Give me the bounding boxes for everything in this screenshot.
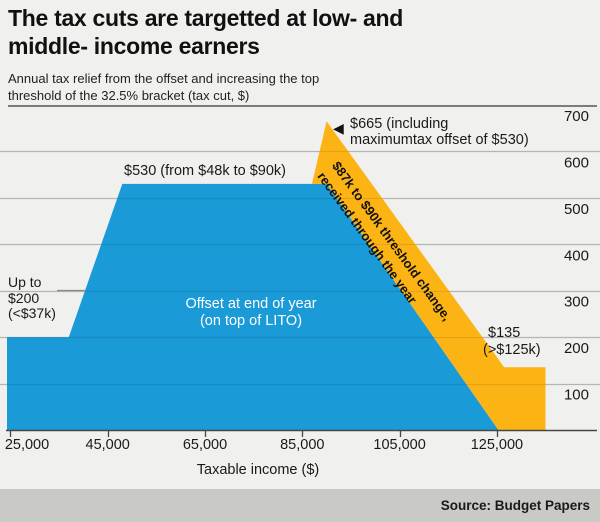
area-offset: [7, 183, 499, 430]
y-tick-label: 300: [564, 294, 589, 311]
x-tick-label: 65,000: [183, 437, 227, 453]
annotation-135-tail: $135 (>$125k): [483, 325, 541, 358]
y-tick-label: 600: [564, 154, 589, 171]
page-title-line1: The tax cuts are targetted at low- and: [8, 5, 404, 31]
chart-subtitle-line1: Annual tax relief from the offset and in…: [8, 71, 320, 86]
y-tick-label: 200: [564, 340, 589, 357]
x-tick-label: 25,000: [5, 437, 49, 453]
source-footer: Source: Budget Papers: [0, 489, 600, 522]
x-tick-label: 45,000: [86, 437, 130, 453]
y-tick-label: 400: [564, 247, 589, 264]
page-title: The tax cuts are targetted at low- and m…: [8, 4, 568, 60]
left-arrow-icon: ◀: [333, 120, 344, 136]
source-text: Source: Budget Papers: [440, 498, 590, 513]
x-tick-label: 85,000: [280, 437, 324, 453]
x-axis-title: Taxable income ($): [197, 462, 320, 478]
annotation-offset-label: Offset at end of year (on top of LITO): [185, 296, 317, 329]
chart-subtitle-line2: threshold of the 32.5% bracket (tax cut,…: [8, 87, 250, 103]
y-tick-label: 500: [564, 201, 589, 218]
area-threshold-change: [312, 121, 546, 431]
page-title-line2: middle- income earners: [8, 33, 260, 59]
y-tick-label: 700: [564, 108, 589, 125]
annotation-up-to-200: Up to $200 (<$37k): [8, 274, 56, 321]
x-tick-label: 125,000: [471, 437, 523, 453]
y-tick-label: 100: [564, 387, 589, 404]
chart-subtitle: Annual tax relief from the offset and in…: [8, 71, 568, 104]
annotation-665-peak: $665 (including maximumtax offset of $53…: [350, 116, 529, 148]
x-tick-label: 105,000: [373, 437, 425, 453]
annotation-530-plateau: $530 (from $48k to $90k): [124, 163, 287, 179]
